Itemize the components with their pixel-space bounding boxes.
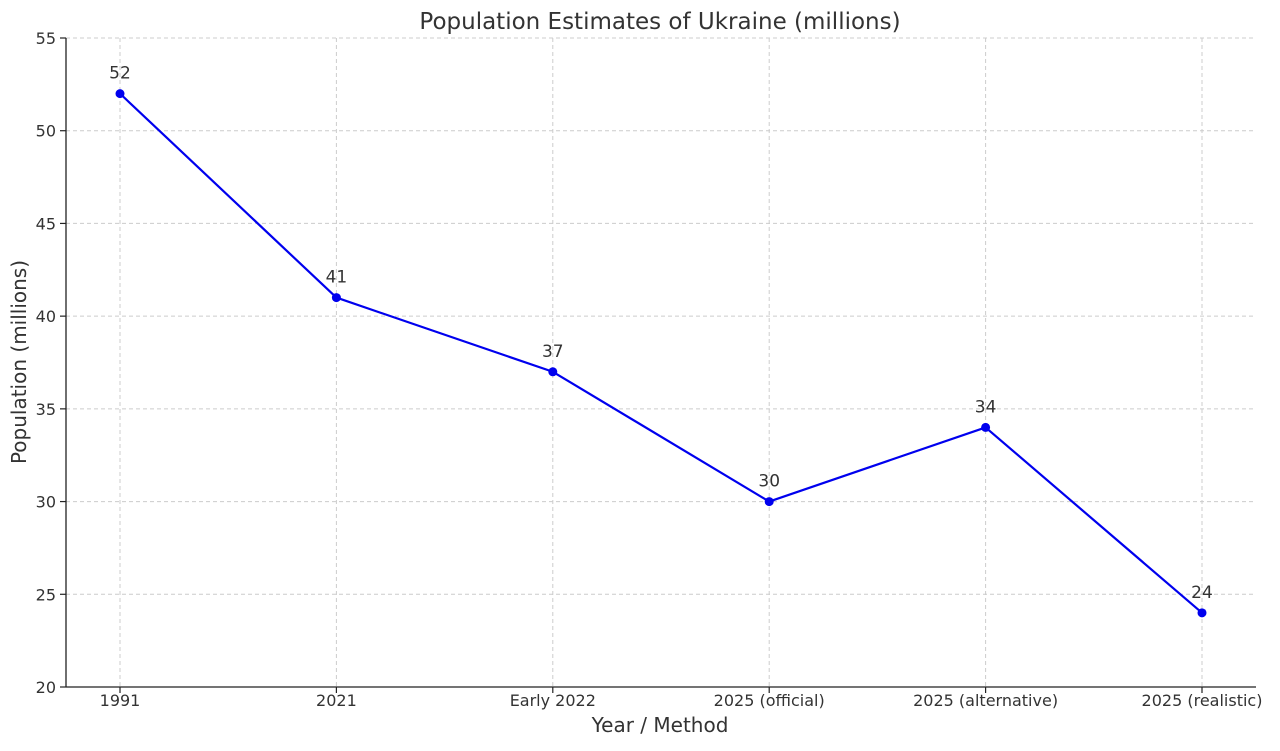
series bbox=[115, 89, 1207, 618]
y-tick-label: 55 bbox=[36, 29, 56, 48]
y-tick-label: 45 bbox=[36, 214, 56, 233]
x-tick-label: 2025 (realistic) bbox=[1142, 691, 1263, 710]
data-point bbox=[548, 367, 558, 377]
data-labels: 52 41 37 30 34 24 bbox=[109, 64, 1213, 603]
grid bbox=[66, 37, 1256, 687]
data-label: 52 bbox=[109, 64, 131, 84]
y-tick-label: 40 bbox=[36, 307, 56, 326]
y-tick-label: 50 bbox=[36, 122, 56, 141]
series-line bbox=[119, 92, 1203, 614]
x-tick-label: 2025 (official) bbox=[714, 691, 825, 710]
x-axis-title: Year / Method bbox=[591, 713, 729, 737]
data-label: 30 bbox=[758, 472, 780, 492]
x-tick-label: Early 2022 bbox=[510, 691, 596, 710]
x-tick-label: 2021 bbox=[316, 691, 357, 710]
data-point bbox=[115, 89, 125, 99]
axes bbox=[65, 38, 1256, 688]
data-point bbox=[764, 497, 774, 507]
data-label: 24 bbox=[1191, 583, 1213, 603]
y-tick-label: 25 bbox=[36, 585, 56, 604]
x-tick-label: 1991 bbox=[100, 691, 141, 710]
data-label: 41 bbox=[326, 268, 348, 288]
y-tick-label: 20 bbox=[36, 678, 56, 697]
data-label: 37 bbox=[542, 342, 564, 362]
ticks: 20 25 30 35 40 45 50 55 1991 2021 Early 2022 2025 (… bbox=[36, 29, 1263, 710]
data-point bbox=[1197, 608, 1207, 618]
y-axis-title: Population (millions) bbox=[7, 260, 31, 464]
data-point bbox=[981, 422, 991, 432]
y-tick-label: 35 bbox=[36, 400, 56, 419]
x-tick-label: 2025 (alternative) bbox=[913, 691, 1058, 710]
y-tick-label: 30 bbox=[36, 493, 56, 512]
chart-title: Population Estimates of Ukraine (million… bbox=[419, 9, 900, 35]
data-label: 34 bbox=[975, 397, 997, 417]
data-point bbox=[331, 293, 341, 303]
